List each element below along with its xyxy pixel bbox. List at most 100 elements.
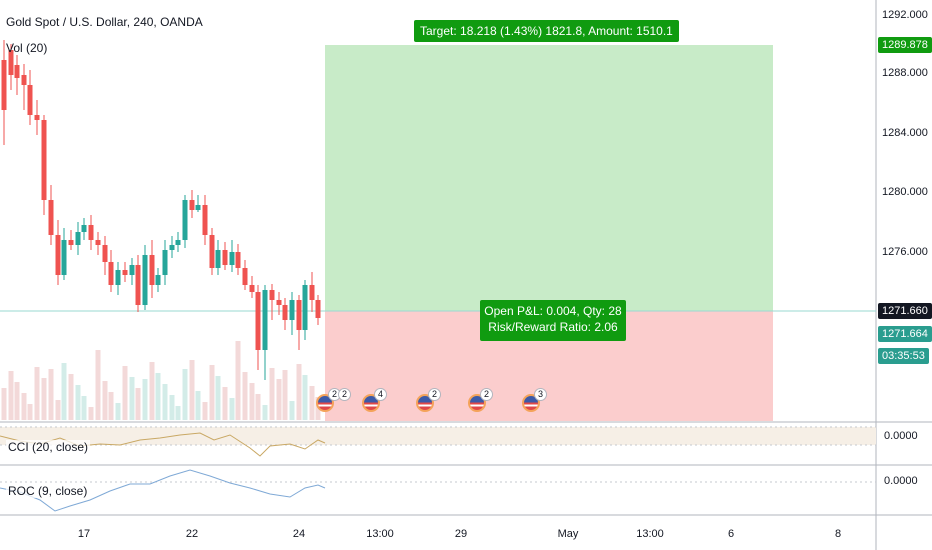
volume-bar bbox=[1, 388, 7, 420]
candle-body[interactable] bbox=[149, 255, 155, 285]
volume-bar bbox=[142, 379, 148, 420]
volume-bar bbox=[289, 401, 295, 420]
candle-body[interactable] bbox=[175, 240, 181, 245]
roc-legend[interactable]: ROC (9, close) bbox=[6, 484, 90, 498]
candle-body[interactable] bbox=[255, 292, 261, 350]
candle-body[interactable] bbox=[108, 262, 114, 285]
candle-body[interactable] bbox=[202, 205, 208, 235]
cci-value: 0.0000 bbox=[884, 430, 918, 442]
volume-bar bbox=[88, 407, 94, 420]
target-price-tag: 1289.878 bbox=[878, 37, 932, 53]
candle-body[interactable] bbox=[242, 268, 248, 285]
candle-body[interactable] bbox=[122, 270, 128, 275]
price-scale-tick: 1288.000 bbox=[882, 67, 928, 79]
target-label[interactable]: Target: 18.218 (1.43%) 1821.8, Amount: 1… bbox=[414, 20, 679, 42]
volume-bar bbox=[14, 382, 20, 420]
candle-body[interactable] bbox=[27, 85, 33, 115]
time-axis-label: 8 bbox=[834, 528, 842, 540]
volume-bar bbox=[115, 403, 121, 420]
volume-bar bbox=[229, 398, 235, 420]
candle-body[interactable] bbox=[189, 200, 195, 210]
candle-body[interactable] bbox=[296, 300, 302, 330]
volume-bar bbox=[55, 400, 61, 420]
volume-bar bbox=[48, 369, 54, 420]
volume-bar bbox=[129, 377, 135, 420]
candle-body[interactable] bbox=[41, 120, 47, 200]
candle-body[interactable] bbox=[289, 300, 295, 320]
open-pnl-text: Open P&L: 0.004, Qty: 28 bbox=[484, 304, 622, 318]
candle-body[interactable] bbox=[309, 285, 315, 300]
candle-body[interactable] bbox=[75, 232, 81, 245]
time-axis-label: 13:00 bbox=[636, 528, 664, 540]
candle-body[interactable] bbox=[182, 200, 188, 240]
volume-bar bbox=[61, 363, 67, 420]
candle-body[interactable] bbox=[155, 275, 161, 285]
roc-line bbox=[0, 469, 326, 512]
volume-bar bbox=[302, 375, 308, 420]
volume-bar bbox=[182, 369, 188, 420]
economic-event-marker[interactable]: 2 bbox=[416, 388, 442, 416]
event-count-badge: 2 bbox=[328, 388, 341, 401]
candle-body[interactable] bbox=[68, 240, 74, 245]
price-scale-tick: 1276.000 bbox=[882, 246, 928, 258]
volume-bar bbox=[34, 367, 40, 420]
price-scale-tick: 1284.000 bbox=[882, 127, 928, 139]
economic-event-marker[interactable]: 4 bbox=[362, 388, 388, 416]
volume-bar bbox=[255, 394, 261, 420]
candle-body[interactable] bbox=[276, 300, 282, 305]
candle-body[interactable] bbox=[129, 265, 135, 275]
candle-body[interactable] bbox=[229, 252, 235, 265]
candle-body[interactable] bbox=[88, 225, 94, 240]
price-scale-tick: 1280.000 bbox=[882, 186, 928, 198]
volume-legend[interactable]: Vol (20) bbox=[6, 41, 48, 55]
candle-body[interactable] bbox=[61, 240, 67, 275]
candle-body[interactable] bbox=[195, 205, 201, 210]
candle-body[interactable] bbox=[21, 75, 27, 85]
volume-bar bbox=[215, 376, 221, 420]
candle-body[interactable] bbox=[81, 225, 87, 232]
candle-body[interactable] bbox=[14, 65, 20, 78]
candle-body[interactable] bbox=[48, 200, 54, 235]
candle-body[interactable] bbox=[162, 250, 168, 275]
candle-body[interactable] bbox=[135, 265, 141, 305]
volume-bar bbox=[8, 371, 14, 420]
volume-bar bbox=[102, 381, 108, 420]
volume-bar bbox=[81, 396, 87, 420]
pnl-label[interactable]: Open P&L: 0.004, Qty: 28 Risk/Reward Rat… bbox=[480, 300, 626, 341]
candle-body[interactable] bbox=[315, 300, 321, 318]
candle-body[interactable] bbox=[102, 245, 108, 262]
candle-body[interactable] bbox=[262, 290, 268, 350]
candle-body[interactable] bbox=[115, 270, 121, 285]
time-axis-label: 22 bbox=[185, 528, 199, 540]
candle-body[interactable] bbox=[1, 60, 7, 110]
candle-body[interactable] bbox=[235, 252, 241, 268]
economic-event-marker[interactable]: 2 bbox=[468, 388, 494, 416]
volume-bar bbox=[162, 384, 168, 420]
cci-line bbox=[0, 432, 326, 457]
candle-body[interactable] bbox=[8, 50, 14, 75]
candle-body[interactable] bbox=[55, 235, 61, 275]
candle-body[interactable] bbox=[209, 235, 215, 268]
candle-body[interactable] bbox=[95, 240, 101, 245]
volume-bar bbox=[155, 373, 161, 420]
volume-bar bbox=[122, 366, 128, 420]
candle-body[interactable] bbox=[302, 285, 308, 330]
candle-body[interactable] bbox=[142, 255, 148, 305]
candle-body[interactable] bbox=[282, 305, 288, 320]
volume-bar bbox=[195, 391, 201, 420]
candle-body[interactable] bbox=[34, 115, 40, 120]
candle-body[interactable] bbox=[222, 250, 228, 265]
cci-legend[interactable]: CCI (20, close) bbox=[6, 440, 91, 454]
volume-bar bbox=[296, 364, 302, 420]
cci-band bbox=[0, 427, 876, 445]
economic-event-marker[interactable]: 3 bbox=[522, 388, 548, 416]
chart-title: Gold Spot / U.S. Dollar, 240, OANDA bbox=[6, 15, 203, 29]
volume-bar bbox=[202, 402, 208, 420]
candle-body[interactable] bbox=[169, 245, 175, 250]
candle-body[interactable] bbox=[249, 285, 255, 292]
candle-body[interactable] bbox=[215, 250, 221, 268]
candle-body[interactable] bbox=[269, 290, 275, 300]
volume-bar bbox=[27, 404, 33, 420]
